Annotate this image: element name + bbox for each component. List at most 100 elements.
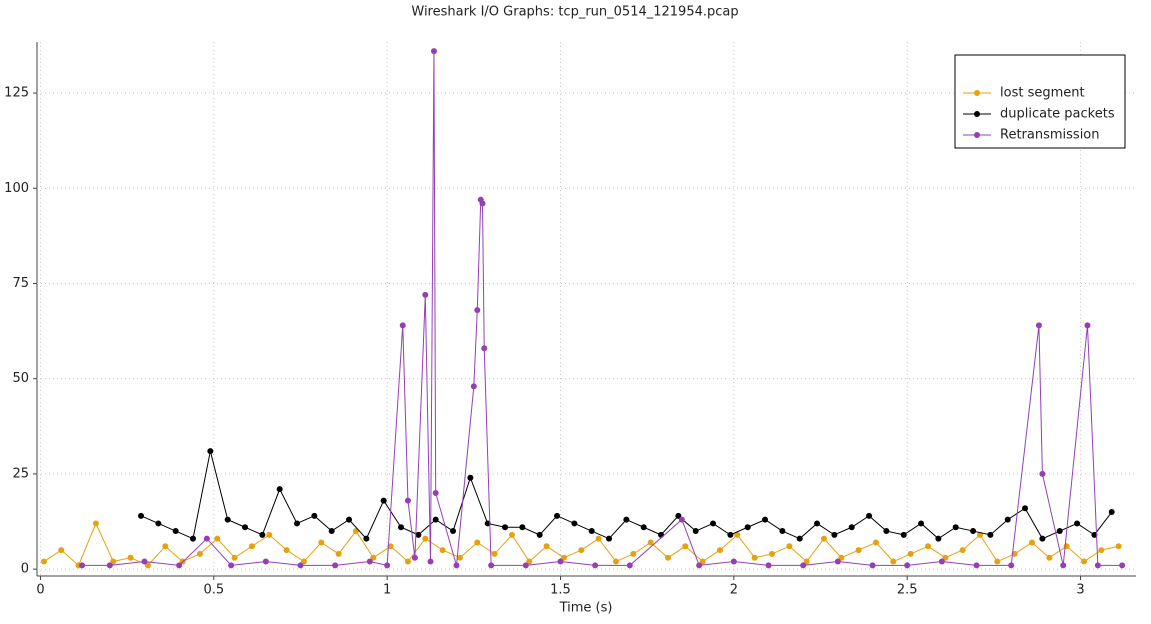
data-point (380, 497, 387, 504)
data-point (692, 528, 699, 535)
data-point (727, 531, 734, 538)
data-point (176, 562, 183, 569)
data-point (751, 554, 758, 561)
series-line (140, 450, 1113, 540)
data-point (502, 524, 509, 531)
data-point (1074, 520, 1081, 527)
data-point (294, 520, 301, 527)
x-tick-label: 1.5 (550, 583, 571, 598)
data-point (481, 345, 488, 352)
data-point (1094, 562, 1101, 569)
data-point (883, 528, 890, 535)
x-tick-label: 2 (730, 583, 738, 598)
legend-marker (974, 132, 980, 138)
data-point (470, 383, 477, 390)
data-point (491, 550, 498, 557)
data-point (138, 512, 145, 519)
data-point (588, 528, 595, 535)
data-point (432, 489, 439, 496)
data-point (1039, 535, 1046, 542)
data-point (664, 554, 671, 561)
data-point (640, 524, 647, 531)
data-point (768, 550, 775, 557)
y-tick-label: 100 (4, 181, 29, 196)
data-point (626, 562, 633, 569)
data-point (1004, 516, 1011, 523)
data-point (1108, 509, 1115, 516)
data-point (144, 562, 151, 569)
data-point (439, 547, 446, 554)
data-point (484, 520, 491, 527)
data-point (716, 547, 723, 554)
data-point (450, 528, 457, 535)
data-point (328, 528, 335, 535)
data-point (467, 474, 474, 481)
data-point (855, 547, 862, 554)
data-point (203, 535, 210, 542)
data-point (231, 554, 238, 561)
data-point (162, 543, 169, 550)
data-point (630, 550, 637, 557)
x-tick-label: 2.5 (897, 583, 918, 598)
data-point (207, 448, 214, 455)
data-point (1091, 531, 1098, 538)
data-point (762, 516, 769, 523)
data-point (40, 558, 47, 565)
data-point (427, 558, 434, 565)
data-point (814, 520, 821, 527)
data-point (479, 200, 486, 207)
data-point (935, 535, 942, 542)
data-point (900, 531, 907, 538)
data-point (678, 516, 685, 523)
data-point (228, 562, 235, 569)
data-point (612, 558, 619, 565)
data-point (384, 562, 391, 569)
data-point (1060, 562, 1067, 569)
data-point (387, 543, 394, 550)
data-point (474, 307, 481, 314)
data-point (1080, 558, 1087, 565)
series-line (43, 522, 1119, 567)
data-point (224, 516, 231, 523)
data-point (127, 554, 134, 561)
data-point (456, 554, 463, 561)
data-point (141, 558, 148, 565)
data-point (110, 558, 117, 565)
data-point (699, 558, 706, 565)
data-point (820, 535, 827, 542)
data-point (796, 535, 803, 542)
legend-marker (974, 111, 980, 117)
data-point (959, 547, 966, 554)
data-point (266, 531, 273, 538)
data-point (1008, 562, 1015, 569)
data-point (734, 531, 741, 538)
data-point (363, 535, 370, 542)
x-axis-label: Time (s) (559, 601, 613, 616)
data-point (276, 486, 283, 493)
data-point (952, 524, 959, 531)
data-point (696, 562, 703, 569)
y-tick-label: 75 (12, 276, 29, 291)
data-point (262, 558, 269, 565)
series-line (82, 51, 1123, 566)
data-point (283, 547, 290, 554)
data-point (765, 562, 772, 569)
data-point (890, 558, 897, 565)
legend-marker (974, 90, 980, 96)
data-point (938, 558, 945, 565)
data-point (1115, 543, 1122, 550)
data-point (398, 524, 405, 531)
data-point (214, 535, 221, 542)
data-point (779, 528, 786, 535)
legend-label: lost segment (1000, 86, 1085, 101)
data-point (1119, 562, 1126, 569)
data-point (803, 558, 810, 565)
data-point (848, 524, 855, 531)
legend-label: Retransmission (1000, 128, 1100, 143)
data-point (58, 547, 65, 554)
data-point (1035, 322, 1042, 329)
data-point (526, 558, 533, 565)
data-point (297, 562, 304, 569)
x-tick-label: 0 (36, 583, 44, 598)
